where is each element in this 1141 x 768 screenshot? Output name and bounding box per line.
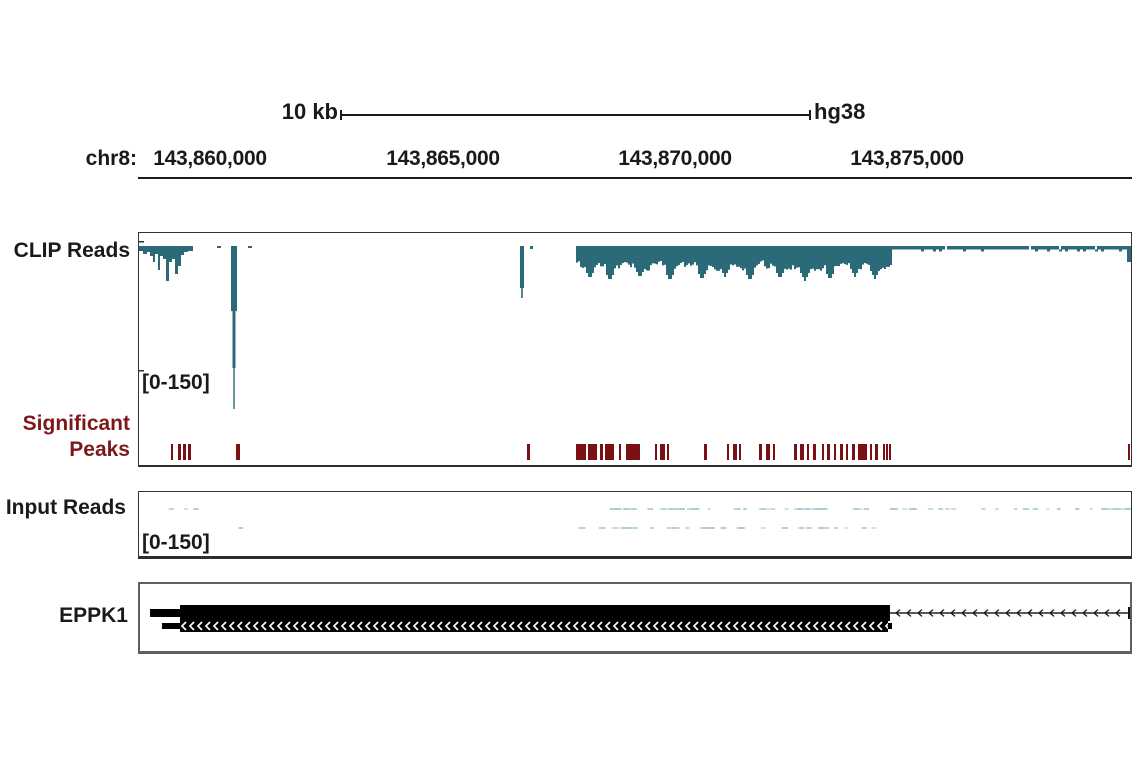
coordinate-tick-3: 143,870,000: [618, 147, 732, 170]
input-reads-track: [138, 491, 1132, 559]
scale-bar-right-tick: [809, 110, 811, 120]
input-range-label: [0-150]: [142, 531, 210, 554]
input-reads-plot: [168, 508, 1131, 529]
clip-reads-track: [138, 232, 1132, 467]
scale-bar-line: [341, 114, 810, 116]
scale-bar-label: 10 kb: [281, 99, 338, 124]
clip-reads-track-label: CLIP Reads: [13, 239, 130, 262]
chromosome-label: chr8:: [85, 147, 137, 170]
input-reads-track-label: Input Reads: [5, 496, 126, 519]
gene-track-label: EPPK1: [59, 604, 128, 627]
gene-model-drawing: [150, 605, 1130, 632]
clip-reads-coverage-plot: [139, 241, 1131, 460]
significant-peaks-label-line2: Peaks: [69, 438, 130, 461]
coordinate-tick-2: 143,865,000: [386, 147, 500, 170]
significant-peaks-label-line1: Significant: [22, 412, 130, 435]
position-ruler-line: [138, 177, 1132, 179]
coordinate-tick-4: 143,875,000: [850, 147, 964, 170]
assembly-label: hg38: [814, 99, 866, 124]
clip-range-label: [0-150]: [142, 371, 210, 394]
coordinate-tick-1: 143,860,000: [153, 147, 267, 170]
scale-bar-left-tick: [340, 110, 342, 120]
gene-track: [138, 582, 1132, 654]
